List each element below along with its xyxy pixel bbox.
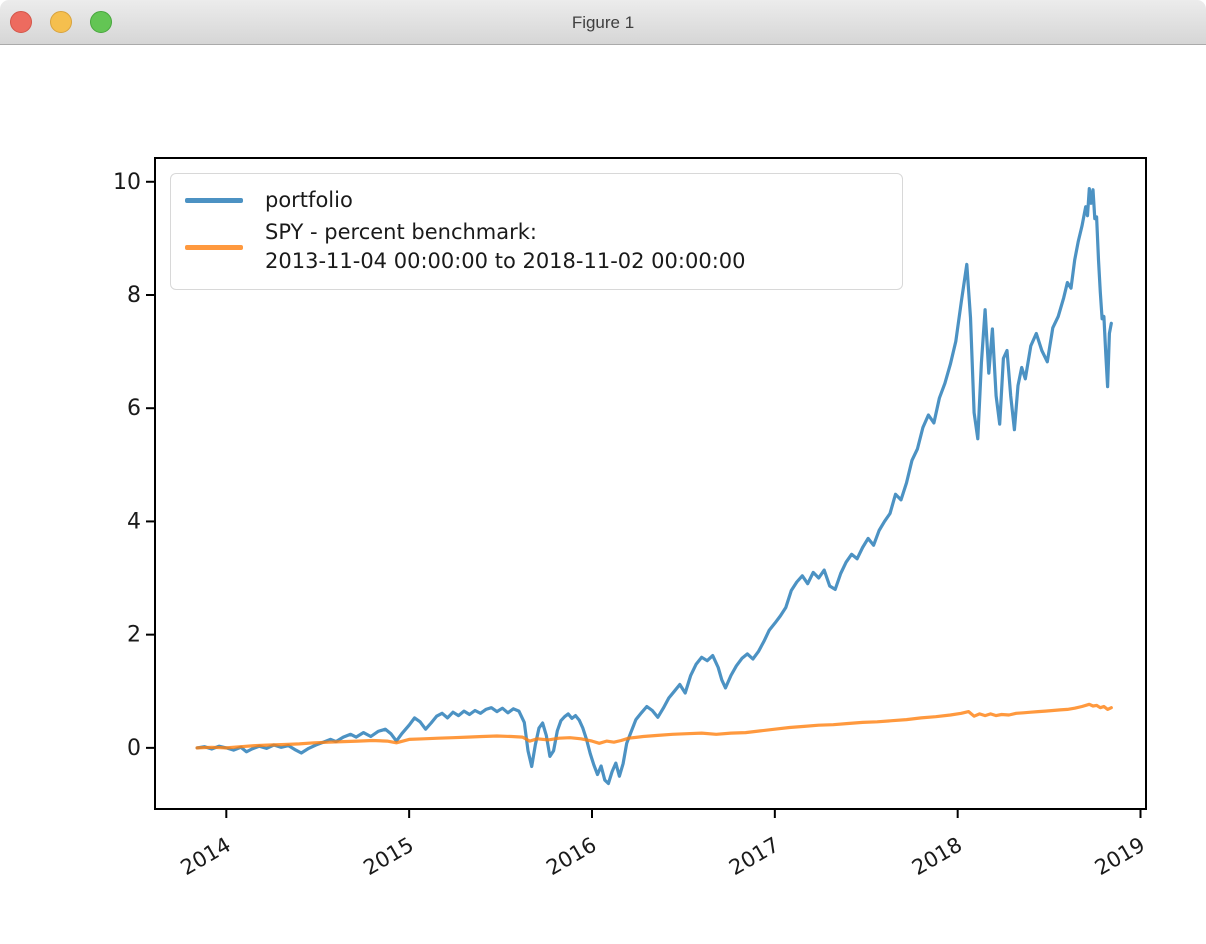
chart-legend: portfolio SPY - percent benchmark: 2013-11… xyxy=(170,173,903,290)
chart-plot-area: 2014 2015 2016 2017 2018 2019 0 2 4 6 8 10 xyxy=(113,157,1149,881)
legend-line-swatch-icon xyxy=(185,244,243,250)
x-tick-label: 2014 xyxy=(177,833,235,881)
x-tick-label: 2018 xyxy=(908,833,966,881)
y-tick-label: 4 xyxy=(127,509,141,534)
x-tick-label: 2019 xyxy=(1091,833,1149,881)
x-tick-label: 2016 xyxy=(542,833,600,881)
legend-item-label: portfolio xyxy=(265,188,353,212)
window-title: Figure 1 xyxy=(571,13,635,32)
legend-item: portfolio xyxy=(185,186,888,215)
x-tick-label: 2015 xyxy=(359,833,417,881)
x-tick-label: 2017 xyxy=(725,833,783,881)
zoom-button[interactable] xyxy=(90,11,112,33)
legend-line-swatch-icon xyxy=(185,198,243,203)
figure-canvas: 2014 2015 2016 2017 2018 2019 0 2 4 6 8 10 portfoli… xyxy=(0,45,1206,944)
y-tick-label: 8 xyxy=(127,283,141,308)
y-tick-label: 2 xyxy=(127,623,141,648)
close-button[interactable] xyxy=(10,11,32,33)
series-line-spy xyxy=(195,702,1113,750)
legend-item-label: SPY - percent benchmark: 2013-11-04 00:00… xyxy=(265,220,746,273)
minimize-button[interactable] xyxy=(50,11,72,33)
axes-spines xyxy=(154,157,1147,810)
y-tick-label: 0 xyxy=(127,736,141,761)
window-titlebar: Figure 1 xyxy=(0,0,1206,45)
y-tick-label: 10 xyxy=(113,170,141,195)
y-tick-label: 6 xyxy=(127,396,141,421)
legend-item: SPY - percent benchmark: 2013-11-04 00:00… xyxy=(185,218,888,276)
series-line-portfolio xyxy=(195,187,1113,786)
